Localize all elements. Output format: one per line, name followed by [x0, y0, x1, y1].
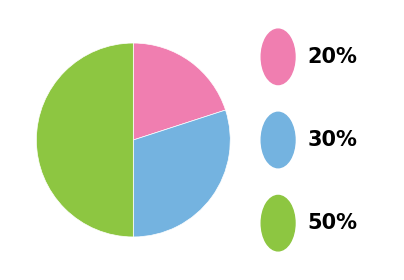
Circle shape	[261, 112, 295, 168]
Wedge shape	[133, 43, 225, 140]
Text: 50%: 50%	[307, 213, 357, 233]
Wedge shape	[36, 43, 133, 237]
Text: 20%: 20%	[307, 47, 357, 67]
Text: 30%: 30%	[307, 130, 357, 150]
Circle shape	[261, 195, 295, 251]
Circle shape	[261, 29, 295, 85]
Wedge shape	[133, 110, 230, 237]
